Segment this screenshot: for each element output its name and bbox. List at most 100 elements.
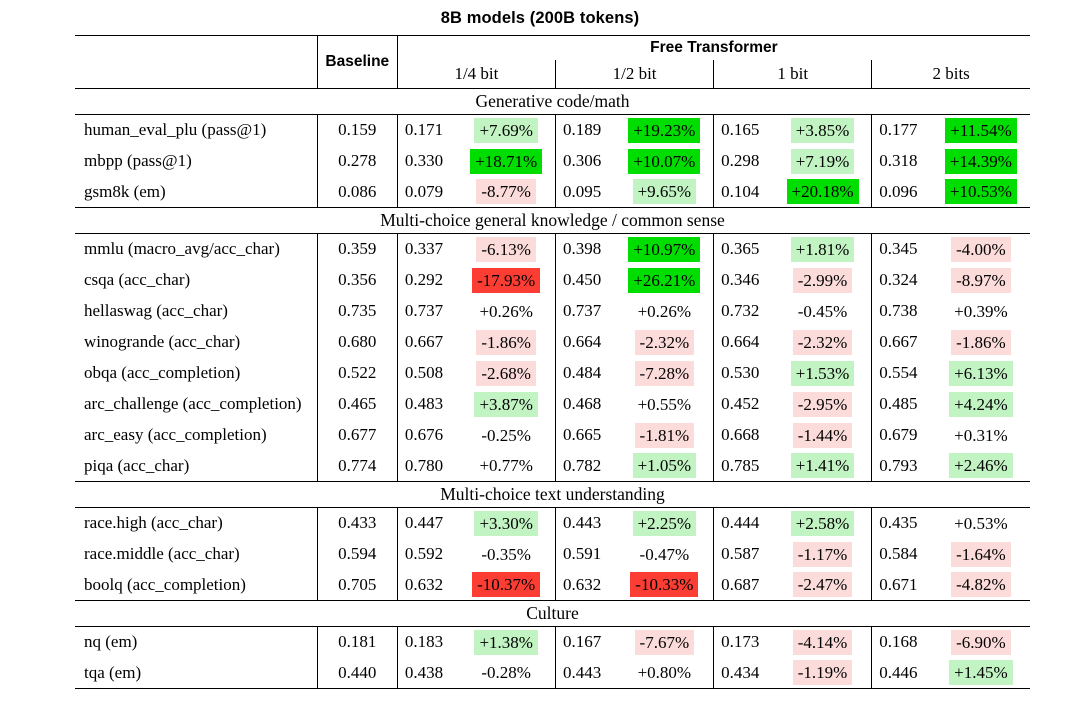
delta-highlight: +0.80% xyxy=(637,663,692,683)
delta-highlight: -1.44% xyxy=(792,422,853,448)
score-value: 0.095 xyxy=(554,176,616,208)
delta-highlight: -2.32% xyxy=(792,329,853,355)
benchmark-label: hellaswag (acc_char) xyxy=(84,301,228,320)
baseline-value: 0.774 xyxy=(316,450,398,482)
baseline-value: 0.677 xyxy=(316,419,398,451)
score-value: 0.667 xyxy=(396,326,458,358)
delta-highlight: +9.65% xyxy=(632,179,697,205)
score-value: 0.096 xyxy=(871,176,932,208)
benchmark-label: gsm8k (em) xyxy=(84,181,166,201)
delta-cell: +1.41% xyxy=(774,451,872,482)
delta-cell: +1.38% xyxy=(457,627,555,658)
benchmark-label: race.middle (acc_char) xyxy=(84,544,240,563)
delta-cell: +0.39% xyxy=(932,296,1030,327)
baseline-value: 0.594 xyxy=(316,538,398,570)
delta-highlight: -2.32% xyxy=(634,329,695,355)
delta-cell: +2.25% xyxy=(616,508,714,539)
delta-highlight: +0.31% xyxy=(954,425,1008,445)
delta-cell: -4.82% xyxy=(932,570,1030,601)
score-value: 0.189 xyxy=(554,114,616,146)
delta-highlight: +10.53% xyxy=(944,179,1017,205)
delta-cell: +20.18% xyxy=(774,177,872,208)
score-value: 0.337 xyxy=(396,233,458,265)
score-value: 0.365 xyxy=(713,233,774,265)
score-value: 0.664 xyxy=(554,326,616,358)
score-value: 0.435 xyxy=(871,507,932,539)
score-value: 0.468 xyxy=(554,388,616,420)
baseline-value: 0.278 xyxy=(316,145,398,177)
table-row: race.high (acc_char) 0.433 0.447 +3.30% 0.44… xyxy=(75,507,1030,539)
delta-cell: -7.67% xyxy=(616,627,714,658)
delta-cell: +26.21% xyxy=(616,265,714,296)
delta-cell: -2.32% xyxy=(774,327,872,358)
score-value: 0.584 xyxy=(871,538,932,570)
score-value: 0.782 xyxy=(554,450,616,482)
score-value: 0.292 xyxy=(396,264,458,296)
delta-cell: +0.26% xyxy=(616,296,714,327)
benchmark-label: mmlu (macro_avg/acc_char) xyxy=(84,239,280,259)
delta-highlight: +1.38% xyxy=(474,629,538,655)
delta-cell: -1.19% xyxy=(774,658,872,689)
delta-highlight: +7.19% xyxy=(790,148,855,174)
delta-cell: +0.26% xyxy=(457,296,555,327)
table-row: tqa (em) 0.440 0.438 -0.28% 0.443 +0.80% 0.434… xyxy=(75,657,1030,689)
delta-cell: +18.71% xyxy=(457,146,555,177)
score-value: 0.484 xyxy=(554,357,616,389)
score-value: 0.443 xyxy=(554,657,616,689)
column-header-baseline: Baseline xyxy=(316,35,398,89)
score-value: 0.398 xyxy=(554,233,616,265)
delta-highlight: -4.82% xyxy=(951,572,1011,598)
delta-cell: -2.99% xyxy=(774,265,872,296)
baseline-value: 0.159 xyxy=(316,114,398,146)
delta-cell: +10.97% xyxy=(616,234,714,265)
delta-highlight: +14.39% xyxy=(944,148,1017,174)
delta-highlight: +3.30% xyxy=(474,510,538,536)
delta-highlight: -8.77% xyxy=(476,179,536,205)
score-value: 0.632 xyxy=(554,569,616,601)
baseline-value: 0.086 xyxy=(316,176,398,208)
benchmark-label: boolq (acc_completion) xyxy=(84,574,246,594)
score-value: 0.298 xyxy=(713,145,774,177)
delta-cell: -0.45% xyxy=(774,296,872,327)
baseline-value: 0.440 xyxy=(316,657,398,689)
delta-cell: +1.81% xyxy=(774,234,872,265)
delta-cell: +19.23% xyxy=(616,115,714,146)
delta-highlight: -2.95% xyxy=(792,391,853,417)
score-value: 0.554 xyxy=(871,357,932,389)
score-value: 0.485 xyxy=(871,388,932,420)
delta-highlight: +2.58% xyxy=(790,510,855,536)
score-value: 0.450 xyxy=(554,264,616,296)
delta-cell: -10.37% xyxy=(457,570,555,601)
score-value: 0.173 xyxy=(713,626,774,658)
table-row: mbpp (pass@1) 0.278 0.330 +18.71% 0.306 +10.0… xyxy=(75,145,1030,177)
table-row: gsm8k (em) 0.086 0.079 -8.77% 0.095 +9.65% 0.1… xyxy=(75,176,1030,208)
delta-highlight: +0.55% xyxy=(637,394,692,414)
delta-highlight: -7.67% xyxy=(634,629,695,655)
delta-cell: -2.95% xyxy=(774,389,872,420)
delta-cell: -2.47% xyxy=(774,570,872,601)
column-header-quarter-bit: 1/4 bit xyxy=(396,59,556,89)
delta-cell: -1.81% xyxy=(616,420,714,451)
score-value: 0.306 xyxy=(554,145,616,177)
table-row: hellaswag (acc_char) 0.735 0.737 +0.26% 0.73… xyxy=(75,295,1030,327)
delta-highlight: +1.53% xyxy=(790,360,855,386)
delta-cell: -6.90% xyxy=(932,627,1030,658)
delta-cell: +0.80% xyxy=(616,658,714,689)
score-value: 0.592 xyxy=(396,538,458,570)
score-value: 0.165 xyxy=(713,114,774,146)
delta-highlight: -0.35% xyxy=(481,544,531,564)
table-row: race.middle (acc_char) 0.594 0.592 -0.35% 0.… xyxy=(75,538,1030,570)
baseline-value: 0.356 xyxy=(316,264,398,296)
delta-highlight: +0.26% xyxy=(637,301,692,321)
score-value: 0.530 xyxy=(713,357,774,389)
delta-highlight: +0.39% xyxy=(954,301,1008,321)
delta-highlight: +3.85% xyxy=(790,117,855,143)
column-header-half-bit: 1/2 bit xyxy=(554,59,714,89)
delta-highlight: -2.47% xyxy=(792,572,853,598)
score-value: 0.665 xyxy=(554,419,616,451)
delta-cell: -0.35% xyxy=(457,539,555,570)
benchmark-label: piqa (acc_char) xyxy=(84,455,190,475)
delta-cell: +3.85% xyxy=(774,115,872,146)
delta-highlight: -4.00% xyxy=(951,236,1011,262)
column-group-header-free-transformer: Free Transformer xyxy=(650,38,778,56)
